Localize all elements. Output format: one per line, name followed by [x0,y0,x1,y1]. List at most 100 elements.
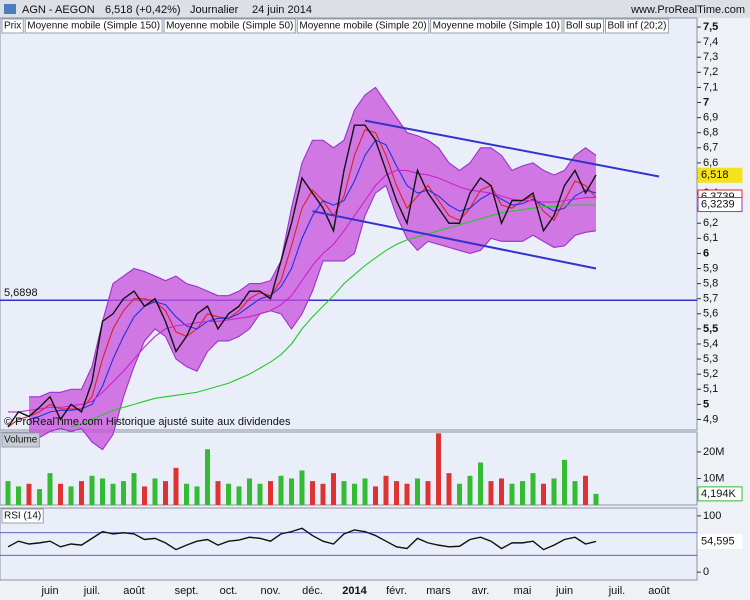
trend-line [364,119,660,178]
y-tick-label: 6,9 [703,112,718,124]
y-tick-label: 20M [703,446,724,458]
volume-bar [257,483,263,505]
volume-bar [446,473,452,505]
x-tick-label: août [648,585,669,597]
volume-bar [509,483,515,505]
header-icon [4,4,16,14]
volume-bar [236,486,242,505]
x-tick-label: juin [40,585,58,597]
legend-label: Boll sup [566,21,602,32]
header-period: Journalier [190,4,239,16]
volume-bar [215,481,221,505]
volume-bar [194,486,200,505]
legend-label: Prix [4,21,21,32]
legend-box [605,18,669,34]
y-tick-label: 100 [703,510,721,522]
legend-box [296,18,430,34]
panel [0,431,698,506]
volume-bar [520,481,525,505]
x-tick-label: oct. [220,585,238,597]
volume-bar [394,481,399,505]
y-tick-label: 6,7 [703,142,718,154]
volume-bar [331,473,336,505]
volume-bar [541,483,546,505]
volume-bar [205,449,210,505]
y-tick-label: 6,6 [703,157,718,169]
x-tick-label: 2014 [342,585,367,597]
legend-box [163,18,296,34]
y-tick-label: 5,4 [703,338,718,350]
y-tick-label: 6,2 [703,217,718,229]
volume-bar [551,478,557,505]
y-tick-label: 6,8 [703,127,718,139]
last-value-label: 6,518 [701,169,729,181]
y-tick-label: 5,8 [703,278,718,290]
legend-label: Moyenne mobile (Simple 150) [27,21,160,32]
series-line [28,139,597,420]
volume-bar [320,483,326,505]
volume-bar [530,473,536,505]
y-tick-label: 5,5 [703,323,718,335]
y-tick-label: 5,3 [703,353,718,365]
note: © ProRealTime.com Historique ajusté suit… [4,416,291,428]
legend-label: Volume [4,435,38,446]
volume-bar [362,478,368,505]
series-line [8,169,596,413]
y-tick-label: 5,2 [703,368,718,380]
volume-bar [289,478,294,505]
volume-bar [16,486,21,505]
x-tick-label: juin [555,585,573,597]
series-line [70,204,596,428]
y-tick-label: 6,1 [703,232,718,244]
volume-bar [488,481,494,505]
volume-bar [572,481,578,505]
y-tick-label: 4,9 [703,413,718,425]
y-tick-label: 10M [703,472,724,484]
volume-bar [79,481,84,505]
last-value-box [697,167,743,183]
y-tick-label: 5,6 [703,308,718,320]
band-fill [29,87,596,450]
volume-bar [226,483,231,505]
y-tick-label: 5,9 [703,262,718,274]
last-value-label: 6,3239 [701,198,735,210]
volume-bar [436,433,441,505]
last-value-box [697,533,743,549]
x-tick-label: nov. [261,585,281,597]
y-tick-label: 5 [703,398,709,410]
volume-bar [467,475,473,505]
volume-bar [352,483,357,505]
legend-box [1,18,24,34]
legend-label: Moyenne mobile (Simple 10) [433,21,560,32]
volume-bar [341,481,347,505]
series-line [29,86,597,398]
series-line [7,129,597,428]
volume-bar [268,481,273,505]
y-tick-label: 7 [703,96,709,108]
volume-bar [5,481,11,505]
volume-bar [58,483,63,505]
volume-bar [131,473,137,505]
x-tick-label: déc. [302,585,323,597]
series-line [28,184,597,451]
volume-bar [310,481,315,505]
volume-bar [499,478,504,505]
volume-bar [26,483,32,505]
last-value-label: 4,194K [701,488,737,500]
volume-bar [247,478,252,505]
y-tick-label: 7,2 [703,66,718,78]
volume-bar [37,489,42,505]
series-line [7,124,597,428]
legend-label: Boll inf (20;2) [608,21,667,32]
volume-bar [425,481,431,505]
volume-bar [184,483,189,505]
header-bar [0,0,750,18]
last-value-box [697,197,743,213]
x-tick-label: juil. [83,585,101,597]
x-tick-label: juil. [608,585,626,597]
volume-bar [404,483,410,505]
volume-bar [152,478,158,505]
legend-box [563,18,604,34]
volume-bar [299,470,305,505]
